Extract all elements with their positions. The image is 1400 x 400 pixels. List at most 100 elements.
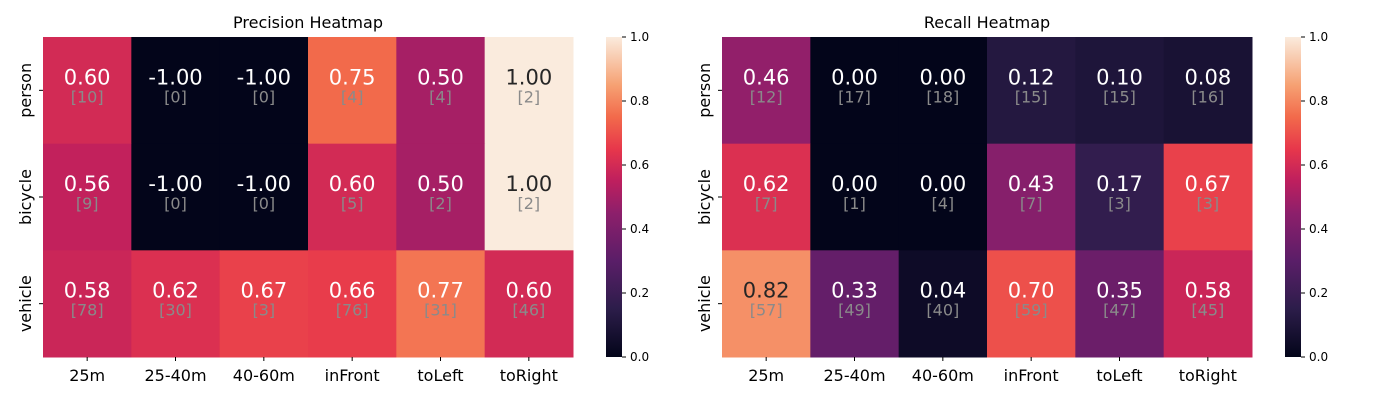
precision-panel: Precision Heatmap 0.60[10]-1.00[0]-1.00[…	[16, 13, 649, 385]
precision-colorbar: 0.0 0.2 0.4 0.6 0.8 1.0	[606, 30, 649, 364]
recall-colorbar: 0.0 0.2 0.4 0.6 0.8 1.0	[1285, 30, 1328, 364]
cell-count-label: [17]	[838, 87, 871, 106]
cell-value-label: 0.58	[64, 279, 111, 303]
cell-count-label: [3]	[1196, 194, 1219, 213]
recall-colorbar-ticks: 0.0 0.2 0.4 0.6 0.8 1.0	[1301, 30, 1328, 364]
colorbar-tick-label: 0.6	[630, 158, 649, 172]
colorbar-tick-label: 0.2	[1309, 286, 1328, 300]
cell-count-label: [45]	[1191, 301, 1224, 320]
precision-colorbar-gradient	[606, 37, 622, 357]
heatmap-cell	[396, 143, 486, 251]
cell-value-label: 0.70	[1008, 279, 1055, 303]
x-tick-label: toRight	[1179, 366, 1237, 385]
heatmap-cell	[898, 250, 988, 358]
x-tick-label: inFront	[325, 366, 380, 385]
cell-value-label: 0.56	[64, 172, 111, 196]
cell-count-label: [3]	[252, 301, 275, 320]
precision-colorbar-ticks: 0.0 0.2 0.4 0.6 0.8 1.0	[622, 30, 649, 364]
heatmap-cell	[131, 250, 221, 358]
heatmap-cell	[987, 250, 1076, 358]
cell-value-label: 0.17	[1096, 172, 1143, 196]
precision-x-ticks: 25m 25-40m 40-60m inFront toLeft toRight	[69, 357, 558, 385]
cell-value-label: 0.00	[919, 65, 966, 89]
heatmap-cell	[43, 250, 132, 358]
cell-count-label: [31]	[424, 301, 457, 320]
x-tick-label: 40-60m	[233, 366, 295, 385]
x-tick-label: 40-60m	[912, 366, 974, 385]
cell-value-label: 0.62	[743, 172, 790, 196]
cell-count-label: [9]	[76, 194, 99, 213]
heatmap-cell	[1163, 250, 1253, 358]
cell-count-label: [0]	[164, 87, 187, 106]
cell-value-label: -1.00	[237, 172, 291, 196]
heatmap-cell	[1163, 37, 1253, 145]
cell-value-label: 1.00	[505, 172, 552, 196]
cell-value-label: 0.50	[417, 172, 464, 196]
cell-count-label: [59]	[1015, 301, 1048, 320]
heatmap-cell	[43, 37, 132, 145]
heatmap-cell	[987, 143, 1076, 251]
colorbar-tick-label: 0.8	[1309, 94, 1328, 108]
precision-cell-labels: 0.60[10]-1.00[0]-1.00[0]0.75[4]0.50[4]1.…	[64, 65, 552, 319]
cell-value-label: 0.60	[329, 172, 376, 196]
cell-count-label: [15]	[1103, 87, 1136, 106]
heatmap-cell	[43, 143, 132, 251]
cell-count-label: [0]	[252, 194, 275, 213]
cell-value-label: 0.66	[329, 279, 376, 303]
cell-count-label: [18]	[926, 87, 959, 106]
cell-count-label: [4]	[429, 87, 452, 106]
colorbar-tick-label: 0.0	[1309, 350, 1328, 364]
y-tick-label: person	[16, 63, 35, 118]
heatmap-cell	[722, 143, 811, 251]
cell-count-label: [15]	[1015, 87, 1048, 106]
heatmap-cell	[810, 37, 900, 145]
colorbar-tick-label: 0.8	[630, 94, 649, 108]
x-tick-label: 25-40m	[144, 366, 206, 385]
cell-count-label: [47]	[1103, 301, 1136, 320]
heatmap-cell	[219, 250, 309, 358]
heatmap-cell	[131, 37, 221, 145]
colorbar-tick-label: 0.4	[630, 222, 649, 236]
x-tick-label: 25-40m	[823, 366, 885, 385]
cell-value-label: 0.08	[1184, 65, 1231, 89]
recall-title: Recall Heatmap	[924, 13, 1050, 32]
cell-value-label: 0.10	[1096, 65, 1143, 89]
cell-value-label: 0.35	[1096, 279, 1143, 303]
cell-value-label: 0.77	[417, 279, 464, 303]
cell-count-label: [76]	[336, 301, 369, 320]
heatmap-cell	[308, 143, 397, 251]
cell-value-label: 0.43	[1008, 172, 1055, 196]
heatmap-cell	[219, 143, 309, 251]
colorbar-tick-label: 0.6	[1309, 158, 1328, 172]
heatmap-cell	[1075, 143, 1165, 251]
cell-count-label: [2]	[429, 194, 452, 213]
x-tick-label: 25m	[748, 366, 784, 385]
cell-value-label: 0.00	[831, 65, 878, 89]
recall-panel: Recall Heatmap 0.46[12]0.00[17]0.00[18]0…	[695, 13, 1328, 385]
cell-value-label: -1.00	[148, 65, 202, 89]
y-tick-label: vehicle	[16, 275, 35, 332]
cell-value-label: 0.67	[1184, 172, 1231, 196]
cell-count-label: [3]	[1108, 194, 1131, 213]
y-tick-label: vehicle	[695, 275, 714, 332]
y-tick-label: person	[695, 63, 714, 118]
heatmap-cell	[722, 250, 811, 358]
cell-value-label: 0.60	[505, 279, 552, 303]
recall-y-ticks: person bicycle vehicle	[695, 63, 722, 332]
heatmap-cell	[1075, 37, 1165, 145]
cell-value-label: 0.62	[152, 279, 199, 303]
heatmap-cell	[308, 250, 397, 358]
heatmap-cell	[810, 250, 900, 358]
recall-cells	[722, 37, 1253, 358]
cell-value-label: -1.00	[148, 172, 202, 196]
x-tick-label: toLeft	[1096, 366, 1142, 385]
cell-value-label: 0.12	[1008, 65, 1055, 89]
colorbar-tick-label: 0.0	[630, 350, 649, 364]
cell-count-label: [57]	[750, 301, 783, 320]
heatmap-cell	[396, 37, 486, 145]
recall-x-ticks: 25m 25-40m 40-60m inFront toLeft toRight	[748, 357, 1237, 385]
cell-value-label: 0.67	[240, 279, 287, 303]
heatmap-cell	[1163, 143, 1253, 251]
heatmap-cell	[484, 250, 574, 358]
x-tick-label: toRight	[500, 366, 558, 385]
